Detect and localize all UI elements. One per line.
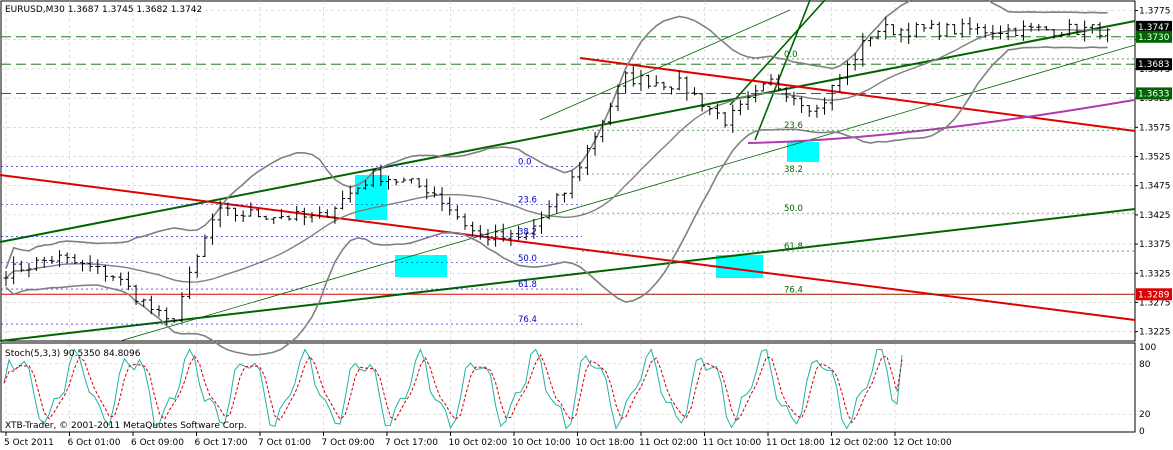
trendlines bbox=[0, 0, 1136, 342]
price-tag-label-3: 1.3633 bbox=[1138, 89, 1170, 99]
xtick-label-14: 12 Oct 10:00 bbox=[893, 438, 952, 448]
price-tag-bg-3 bbox=[1136, 87, 1172, 100]
fibo-lower-label-1: 23.6 bbox=[518, 195, 537, 205]
stoch-tick-20: 20 bbox=[1139, 410, 1151, 420]
xtick-label-9: 10 Oct 18:00 bbox=[576, 438, 635, 448]
price-tag-bg-4 bbox=[1136, 288, 1172, 301]
stoch-pane-frame bbox=[0, 342, 1136, 433]
time-axis: 5 Oct 2011 6 Oct 01:00 6 Oct 09:00 6 Oct 17… bbox=[4, 432, 952, 448]
stoch-tick-0: 0 bbox=[1139, 427, 1145, 437]
stoch-signal-line bbox=[3, 353, 903, 424]
ytick-label-9: 1.3325 bbox=[1139, 269, 1171, 279]
trendline-green-steep-2 bbox=[754, 0, 811, 141]
stoch-tick-80: 80 bbox=[1139, 360, 1151, 370]
trendline-green-lower bbox=[0, 208, 1136, 342]
xtick-label-3: 6 Oct 17:00 bbox=[195, 438, 248, 448]
trendline-green-fan bbox=[539, 9, 791, 121]
trendline-red-lower bbox=[0, 174, 1136, 321]
fibo-upper-label-3: 50.0 bbox=[784, 204, 803, 214]
bollinger-bands bbox=[5, 0, 1108, 356]
bollinger-upper bbox=[5, 0, 1108, 269]
price-tag-label-2: 1.3683 bbox=[1138, 60, 1170, 70]
price-tag-label-0: 1.3747 bbox=[1138, 23, 1170, 33]
bollinger-lower bbox=[5, 46, 1108, 356]
xtick-label-1: 6 Oct 01:00 bbox=[68, 438, 121, 448]
xtick-label-10: 11 Oct 02:00 bbox=[639, 438, 698, 448]
xtick-label-2: 6 Oct 09:00 bbox=[131, 438, 184, 448]
xtick-label-4: 7 Oct 01:00 bbox=[258, 438, 311, 448]
fibo-lower-label-4: 61.8 bbox=[518, 280, 537, 290]
price-tag-bg-0 bbox=[1136, 20, 1172, 33]
fibo-lower-label-2: 38.2 bbox=[518, 227, 537, 237]
xtick-label-12: 11 Oct 18:00 bbox=[766, 438, 825, 448]
stoch-tick-100: 100 bbox=[1139, 343, 1156, 353]
fibo-upper-label-2: 38.2 bbox=[784, 165, 803, 175]
fibo-lower-label-5: 76.4 bbox=[518, 315, 537, 325]
fibo-upper-label-4: 61.8 bbox=[784, 242, 803, 252]
trendline-magenta-curve bbox=[747, 99, 1135, 144]
copyright-text: XTB-Trader, © 2001-2011 MetaQuotes Softw… bbox=[5, 421, 247, 431]
price-tag-label-4: 1.3289 bbox=[1138, 290, 1170, 300]
xtick-label-11: 11 Oct 10:00 bbox=[703, 438, 762, 448]
highlight-box-3 bbox=[787, 142, 819, 162]
main-pane-frame bbox=[0, 0, 1136, 342]
ytick-label-7: 1.3425 bbox=[1139, 211, 1171, 221]
trendline-green-upper bbox=[0, 20, 1136, 243]
highlight-box-2 bbox=[716, 255, 763, 278]
price-tag-label-1: 1.3730 bbox=[1138, 33, 1170, 43]
ytick-label-8: 1.3375 bbox=[1139, 240, 1171, 250]
price-bars bbox=[3, 16, 1111, 325]
fibo-lower-label-3: 50.0 bbox=[518, 254, 537, 264]
price-tag-bg-2 bbox=[1136, 58, 1172, 71]
grid bbox=[1, 1, 1135, 431]
xtick-label-5: 7 Oct 09:00 bbox=[322, 438, 375, 448]
ytick-label-4: 1.3575 bbox=[1139, 123, 1171, 133]
ytick-label-0: 1.3775 bbox=[1139, 7, 1171, 17]
fibo-upper-label-5: 76.4 bbox=[784, 285, 803, 295]
ytick-label-6: 1.3475 bbox=[1139, 182, 1171, 192]
highlight-box-1 bbox=[395, 255, 447, 277]
ytick-label-5: 1.3525 bbox=[1139, 152, 1171, 162]
xtick-label-13: 12 Oct 02:00 bbox=[830, 438, 889, 448]
stoch-label: Stoch(5,3,3) 90.5350 84.8096 bbox=[5, 349, 141, 359]
xtick-label-7: 10 Oct 02:00 bbox=[449, 438, 508, 448]
trendline-green-thin bbox=[119, 44, 1136, 342]
fibo-upper-label-1: 23.6 bbox=[784, 121, 803, 131]
ytick-label-10: 1.3275 bbox=[1139, 298, 1171, 308]
stoch-main-line bbox=[3, 348, 903, 430]
fibo-upper-label-0: 0.0 bbox=[784, 50, 798, 60]
highlight-boxes bbox=[355, 142, 819, 278]
stochastic-oscillator: 100 80 20 0 bbox=[1, 343, 1156, 437]
ytick-label-11: 1.3225 bbox=[1139, 328, 1171, 338]
horizontal-levels bbox=[1, 36, 1135, 295]
trendline-green-steep-1 bbox=[729, 0, 826, 106]
fibonacci-labels: 0.0 23.6 38.2 50.0 61.8 76.4 0.0 23.6 38.2 50.0 61… bbox=[1, 50, 1134, 325]
xtick-label-8: 10 Oct 10:00 bbox=[512, 438, 571, 448]
xtick-label-6: 7 Oct 17:00 bbox=[385, 438, 438, 448]
xtick-label-0: 5 Oct 2011 bbox=[4, 438, 54, 448]
price-tag-bg-1 bbox=[1136, 30, 1172, 43]
price-axis: 1.37751.37251.36751.36251.35751.35251.34… bbox=[1135, 7, 1171, 338]
fibo-lower-label-0: 0.0 bbox=[518, 157, 532, 167]
chart-header: EURUSD,M30 1.3687 1.3745 1.3682 1.3742 bbox=[5, 5, 202, 15]
